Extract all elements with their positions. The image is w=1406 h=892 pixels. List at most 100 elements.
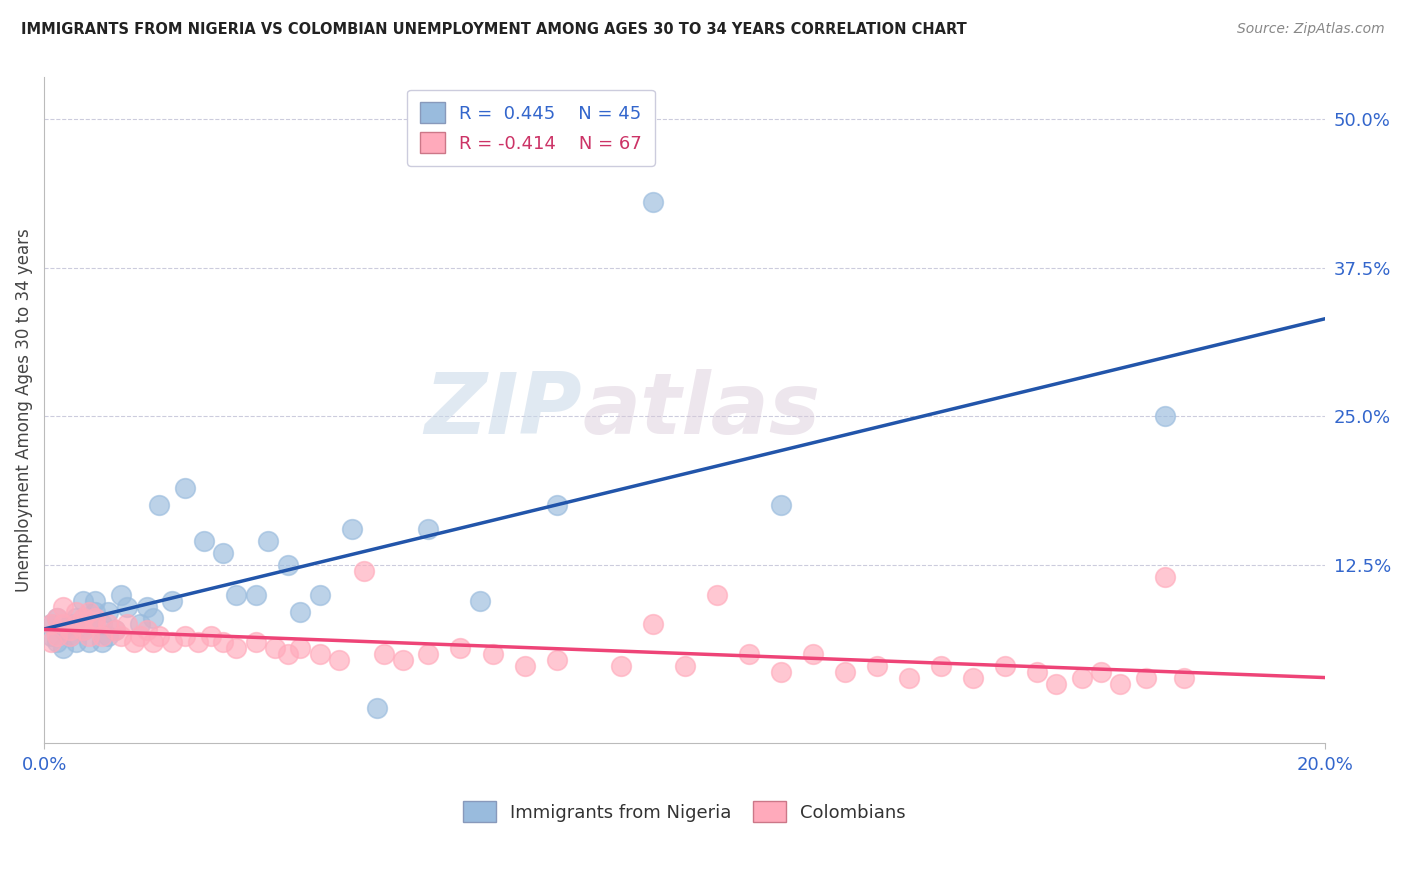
Point: [546, 499, 568, 513]
Point: [418, 522, 440, 536]
Text: Source: ZipAtlas.com: Source: ZipAtlas.com: [1237, 22, 1385, 37]
Point: [135, 599, 157, 614]
Point: [103, 624, 125, 638]
Point: [110, 629, 132, 643]
Point: [142, 635, 165, 649]
Point: [84, 611, 107, 625]
Point: [1154, 409, 1177, 424]
Point: [77, 629, 100, 643]
Point: [52, 641, 75, 656]
Point: [225, 641, 247, 656]
Point: [45, 629, 67, 643]
Point: [200, 629, 222, 643]
Point: [1026, 665, 1049, 679]
Point: [72, 593, 94, 607]
Point: [160, 593, 183, 607]
Point: [117, 599, 139, 614]
Point: [897, 671, 920, 685]
Point: [392, 653, 415, 667]
Point: [135, 624, 157, 638]
Point: [39, 635, 62, 649]
Point: [308, 647, 330, 661]
Legend: Immigrants from Nigeria, Colombians: Immigrants from Nigeria, Colombians: [454, 792, 915, 831]
Point: [263, 641, 285, 656]
Point: [193, 534, 215, 549]
Point: [834, 665, 856, 679]
Point: [257, 534, 280, 549]
Point: [673, 659, 696, 673]
Point: [103, 624, 125, 638]
Point: [142, 611, 165, 625]
Point: [340, 522, 363, 536]
Text: ZIP: ZIP: [425, 369, 582, 452]
Point: [77, 606, 100, 620]
Point: [52, 617, 75, 632]
Point: [866, 659, 889, 673]
Point: [962, 671, 984, 685]
Point: [801, 647, 824, 661]
Point: [277, 647, 299, 661]
Point: [373, 647, 395, 661]
Point: [148, 499, 170, 513]
Point: [353, 564, 375, 578]
Point: [481, 647, 503, 661]
Point: [39, 617, 62, 632]
Point: [994, 659, 1017, 673]
Point: [39, 629, 62, 643]
Point: [90, 635, 112, 649]
Point: [174, 629, 197, 643]
Point: [90, 629, 112, 643]
Point: [65, 617, 87, 632]
Point: [290, 606, 312, 620]
Point: [72, 624, 94, 638]
Point: [117, 617, 139, 632]
Point: [769, 665, 792, 679]
Point: [65, 606, 87, 620]
Point: [929, 659, 952, 673]
Point: [212, 546, 235, 560]
Point: [160, 635, 183, 649]
Point: [65, 635, 87, 649]
Point: [1070, 671, 1092, 685]
Point: [328, 653, 350, 667]
Point: [1154, 570, 1177, 584]
Point: [641, 617, 664, 632]
Point: [59, 629, 82, 643]
Point: [59, 629, 82, 643]
Point: [45, 635, 67, 649]
Point: [609, 659, 631, 673]
Point: [1109, 677, 1132, 691]
Point: [225, 588, 247, 602]
Point: [641, 195, 664, 210]
Point: [1173, 671, 1195, 685]
Point: [59, 624, 82, 638]
Point: [546, 653, 568, 667]
Point: [1090, 665, 1112, 679]
Point: [450, 641, 472, 656]
Y-axis label: Unemployment Among Ages 30 to 34 years: Unemployment Among Ages 30 to 34 years: [15, 228, 32, 592]
Point: [129, 617, 152, 632]
Point: [72, 624, 94, 638]
Point: [97, 606, 120, 620]
Point: [513, 659, 536, 673]
Point: [468, 593, 491, 607]
Point: [148, 629, 170, 643]
Point: [290, 641, 312, 656]
Text: IMMIGRANTS FROM NIGERIA VS COLOMBIAN UNEMPLOYMENT AMONG AGES 30 TO 34 YEARS CORR: IMMIGRANTS FROM NIGERIA VS COLOMBIAN UNE…: [21, 22, 967, 37]
Point: [366, 700, 388, 714]
Point: [84, 593, 107, 607]
Point: [52, 599, 75, 614]
Point: [738, 647, 761, 661]
Point: [245, 635, 267, 649]
Point: [39, 617, 62, 632]
Text: atlas: atlas: [582, 369, 820, 452]
Point: [174, 481, 197, 495]
Point: [245, 588, 267, 602]
Point: [129, 629, 152, 643]
Point: [706, 588, 728, 602]
Point: [1135, 671, 1157, 685]
Point: [308, 588, 330, 602]
Point: [59, 617, 82, 632]
Point: [72, 611, 94, 625]
Point: [84, 606, 107, 620]
